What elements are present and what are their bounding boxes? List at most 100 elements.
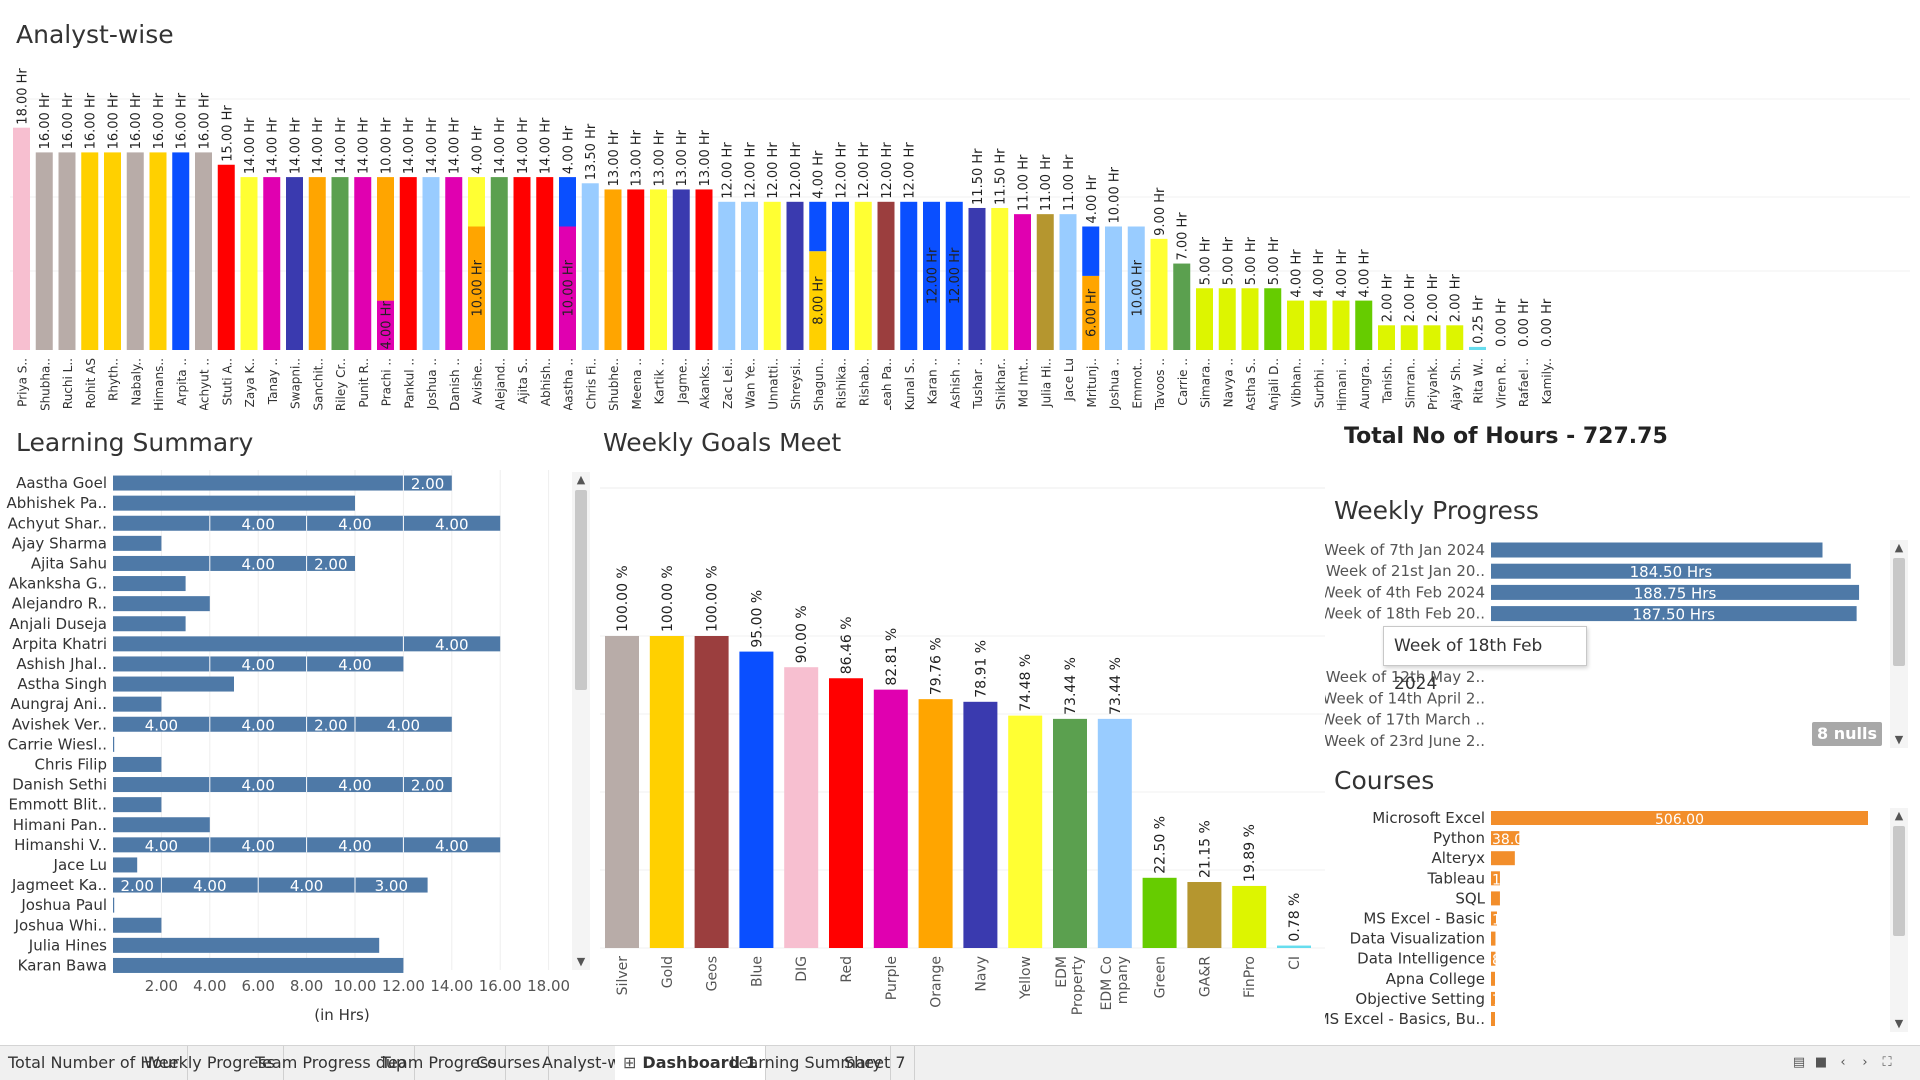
team-name-label: Navy	[973, 956, 989, 992]
learning-bar-segment	[113, 937, 380, 953]
scroll-up-icon[interactable]: ▲	[1894, 809, 1904, 822]
x-tick-label: 18.00	[527, 977, 570, 995]
analyst-bar-segment	[1355, 300, 1373, 350]
analyst-bar-label: 12.00 Hr	[766, 142, 781, 199]
progress-bar	[1491, 606, 1857, 622]
prev-sheet-icon[interactable]: ‹	[1840, 1055, 1846, 1070]
scrollbar-thumb[interactable]	[575, 490, 587, 690]
analyst-bar-segment	[445, 177, 463, 350]
analyst-name-label: Shubha..	[38, 358, 52, 410]
analyst-bar-label: 7.00 Hr	[1176, 212, 1191, 261]
analyst-name-label: Meena ..	[630, 358, 644, 410]
analyst-name-label: Simara..	[1199, 358, 1213, 408]
scroll-down-icon[interactable]: ▼	[1894, 733, 1904, 746]
weekly-goals-chart: 100.00 % Silver 100.00 % Gold 100.00 % Geos 95…	[600, 487, 1325, 1015]
analyst-bar-segment	[104, 152, 121, 350]
learning-bar-segment	[113, 656, 210, 672]
learning-summary-scrollbar[interactable]: ▲ ▼	[572, 472, 590, 970]
analyst-bar-group: 11.00 Hr Julia Hi..	[1036, 154, 1054, 408]
analyst-bar-label: 4.00 Hr	[562, 125, 577, 174]
analyst-name-label: Priya S..	[16, 358, 30, 407]
analyst-bar-label: 8.00 Hr	[812, 276, 827, 325]
analyst-bar-label: 4.00 Hr	[1335, 249, 1350, 298]
weekly-progress-scrollbar[interactable]: ▲ ▼	[1890, 540, 1908, 748]
learning-bar-label: 4.00	[338, 777, 371, 795]
course-bar-label: 506.00	[1655, 812, 1704, 828]
learning-bar-segment	[113, 857, 138, 873]
analyst-bar-group: 12.00 Hr Shreysi..	[786, 142, 804, 410]
analyst-bar-segment	[217, 164, 235, 350]
tab-courses[interactable]: Courses	[468, 1046, 550, 1080]
team-name-label: EDM	[1054, 956, 1070, 988]
learning-bar-segment	[113, 777, 210, 793]
analyst-bar-segment	[1150, 238, 1168, 350]
next-sheet-icon[interactable]: ›	[1862, 1055, 1868, 1070]
dashboard-icon: ⊞	[623, 1053, 637, 1072]
analyst-bar-label: 2.00 Hr	[1381, 273, 1396, 322]
scrollbar-thumb[interactable]	[1893, 558, 1905, 666]
analyst-bar-label: 4.00 Hr	[1358, 249, 1373, 298]
analyst-bar-group: 14.00 Hr Joshua ..	[422, 117, 440, 410]
nulls-indicator[interactable]: 8 nulls	[1812, 722, 1882, 746]
week-label: Week of 17th March ..	[1325, 711, 1485, 729]
weekly-progress-title: Weekly Progress	[1334, 496, 1539, 525]
learning-bar-label: 4.00	[241, 716, 274, 734]
analyst-bar-label: 14.00 Hr	[311, 117, 326, 174]
goal-value-label: 82.81 %	[884, 628, 900, 686]
tab-dashboard-1[interactable]: ⊞ Dashboard 1	[615, 1046, 766, 1080]
analyst-bar-label: 0.00 Hr	[1494, 298, 1509, 347]
team-name-label: EDM Co	[1099, 956, 1115, 1011]
analyst-bar-group: 13.00 Hr Jagme..	[672, 129, 690, 404]
analyst-bar-label: 11.50 Hr	[971, 148, 986, 205]
analyst-bar-label: 2.00 Hr	[1403, 273, 1418, 322]
learning-bar-segment	[209, 515, 307, 531]
analyst-bar-group: 14.00 Hr Zaya K..	[240, 117, 258, 407]
analyst-name-label: Ruchi L..	[61, 358, 75, 409]
learner-name-label: Ashish Jhal..	[16, 655, 107, 673]
scroll-up-icon[interactable]: ▲	[576, 473, 586, 486]
analyst-name-label: Anjali D..	[1267, 358, 1281, 410]
scrollbar-thumb[interactable]	[1893, 826, 1905, 936]
analyst-bar-segment	[877, 201, 895, 350]
goal-value-label: 78.91 %	[973, 640, 989, 698]
goal-value-label: 73.44 %	[1108, 657, 1124, 715]
filmstrip-icon[interactable]: ■	[1814, 1055, 1828, 1070]
analyst-bar-segment	[490, 177, 508, 350]
goal-bar	[739, 651, 774, 948]
tooltip: Week of 18th Feb 2024	[1383, 626, 1587, 694]
courses-scrollbar[interactable]: ▲ ▼	[1890, 808, 1908, 1032]
tab-sheet-7[interactable]: Sheet 7	[836, 1046, 915, 1080]
scroll-down-icon[interactable]: ▼	[1894, 1017, 1904, 1030]
tab-learning-summary[interactable]: Learning Summary	[722, 1046, 891, 1080]
analyst-bar-group: 14.00 Hr Punit R..	[354, 117, 372, 408]
tab-team-progress[interactable]: Team Progress	[373, 1046, 506, 1080]
tab-total-number-of-hour[interactable]: Total Number of Hour	[0, 1046, 188, 1080]
analyst-bar-segment	[1196, 288, 1213, 350]
analyst-name-label: Rhyth..	[107, 358, 121, 401]
tab-team-progress-dup[interactable]: Team Progress dup	[247, 1046, 416, 1080]
analyst-name-label: Zac Lei..	[721, 358, 735, 409]
learner-name-label: Joshua Paul	[20, 896, 107, 914]
learning-bar-label: 4.00	[241, 777, 274, 795]
goal-value-label: 79.76 %	[929, 637, 945, 695]
analyst-bar-label: 13.00 Hr	[653, 129, 668, 186]
x-tick-label: 4.00	[193, 977, 226, 995]
analyst-bar-label: 11.00 Hr	[1039, 154, 1054, 211]
progress-bar-label: 187.50 Hrs	[1633, 606, 1716, 624]
analyst-name-label: Viren R..	[1494, 358, 1508, 408]
fullscreen-icon[interactable]: ⛶	[1882, 1055, 1892, 1070]
analyst-name-label: Ajay Sh..	[1449, 358, 1463, 410]
analyst-name-label: Swapni..	[289, 358, 303, 409]
analyst-bar-label: 14.00 Hr	[243, 117, 258, 174]
analyst-bar-group: 13.00 Hr Shubhe..	[604, 129, 622, 410]
learning-bar-label: 4.00	[193, 877, 226, 895]
scroll-down-icon[interactable]: ▼	[576, 955, 586, 968]
show-sheets-icon[interactable]: ▤	[1792, 1055, 1806, 1070]
scroll-up-icon[interactable]: ▲	[1894, 541, 1904, 554]
analyst-bar-group: 5.00 Hr Simara..	[1196, 236, 1214, 408]
analyst-bar-segment	[536, 177, 554, 350]
learning-bar-label: 4.00	[290, 877, 323, 895]
progress-bar	[1491, 584, 1860, 600]
analyst-bar-group: 13.00 Hr Meena ..	[627, 129, 645, 410]
tab-weekly-progress[interactable]: Weekly Progress	[136, 1046, 285, 1080]
